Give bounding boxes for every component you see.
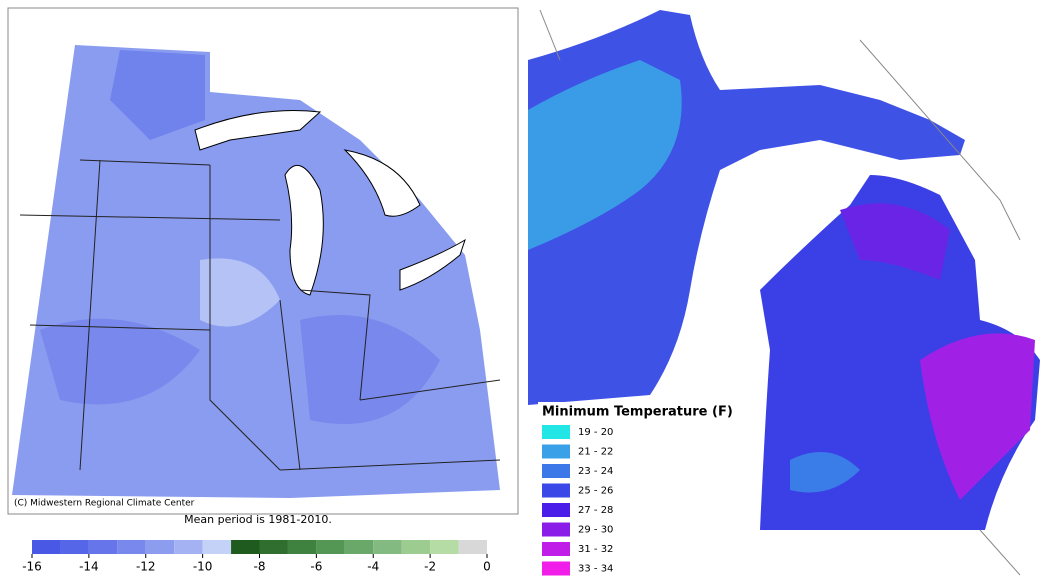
colorbar-swatch bbox=[60, 540, 89, 554]
legend-swatch bbox=[542, 464, 570, 478]
colorbar-swatch bbox=[88, 540, 118, 554]
cold-area bbox=[300, 315, 440, 424]
credit: (C) Midwestern Regional Climate Center bbox=[14, 499, 195, 509]
colorbar-label: -8 bbox=[254, 560, 266, 574]
colorbar-swatch bbox=[287, 540, 317, 554]
borders bbox=[539, 9, 1021, 576]
cold-area bbox=[40, 318, 200, 405]
legend-swatch bbox=[542, 503, 570, 517]
colorbar: -16 -14 -12 -10 -8 -6 -4 -2 0 bbox=[22, 540, 491, 574]
colorbar-label: -12 bbox=[136, 560, 156, 574]
lake-erie bbox=[399, 238, 466, 291]
legend-label: 19 - 20 bbox=[578, 427, 613, 438]
colorbar-swatch bbox=[145, 540, 175, 554]
legend-swatch bbox=[542, 444, 570, 459]
colorbar-swatch bbox=[458, 540, 487, 554]
colorbar-swatch bbox=[231, 540, 260, 554]
colorbar-label: -16 bbox=[22, 560, 42, 574]
warm-area bbox=[920, 333, 1035, 500]
colorbar-swatch bbox=[430, 540, 459, 554]
colorbar-label: -2 bbox=[424, 560, 436, 574]
colorbar-swatch bbox=[117, 540, 146, 554]
colorbar-swatch bbox=[344, 540, 374, 554]
colorbar-swatch bbox=[373, 540, 402, 554]
lake-michigan bbox=[284, 164, 324, 296]
warm-area bbox=[840, 203, 950, 280]
legend: 19 - 20 21 - 22 23 - 24 25 - 26 27 - 28 29 - … bbox=[542, 425, 613, 576]
colorbar-swatch bbox=[401, 540, 431, 554]
colorbar-label: -6 bbox=[310, 560, 322, 574]
colorbar-swatch bbox=[32, 540, 61, 554]
colorbar-swatch bbox=[174, 540, 203, 554]
legend-label: 27 - 28 bbox=[578, 505, 613, 516]
legend-title: Minimum Temperature (F) bbox=[542, 405, 733, 420]
colorbar-label: -4 bbox=[367, 560, 379, 574]
legend-label: 23 - 24 bbox=[578, 466, 613, 477]
lake-huron bbox=[343, 149, 421, 217]
state-borders bbox=[19, 159, 501, 471]
lake-superior bbox=[194, 110, 322, 151]
legend-label: 31 - 32 bbox=[578, 544, 613, 555]
legend-label: 21 - 22 bbox=[578, 447, 613, 458]
colorbar-label: -14 bbox=[79, 560, 99, 574]
warm-area bbox=[200, 258, 280, 327]
cool-area bbox=[528, 60, 682, 250]
left-map: (C) Midwestern Regional Climate Center M… bbox=[7, 7, 519, 574]
cold-area bbox=[110, 50, 205, 140]
legend-label: 29 - 30 bbox=[578, 525, 613, 536]
legend-label: 33 - 34 bbox=[578, 564, 613, 575]
colorbar-swatch bbox=[259, 540, 288, 554]
legend-swatch bbox=[542, 425, 570, 439]
right-map: Minimum Temperature (F) 19 - 20 21 - 22 23… bbox=[528, 4, 1048, 580]
caption: Mean period is 1981-2010. bbox=[184, 513, 332, 526]
colorbar-label: -10 bbox=[193, 560, 213, 574]
colorbar-swatch bbox=[202, 540, 232, 554]
legend-swatch bbox=[542, 542, 570, 556]
legend-swatch bbox=[542, 561, 570, 576]
colorbar-label: 0 bbox=[483, 560, 491, 574]
legend-swatch bbox=[542, 522, 570, 537]
legend-label: 25 - 26 bbox=[578, 486, 613, 497]
legend-swatch bbox=[542, 483, 570, 498]
cool-area bbox=[790, 452, 860, 493]
colorbar-swatch bbox=[316, 540, 345, 554]
